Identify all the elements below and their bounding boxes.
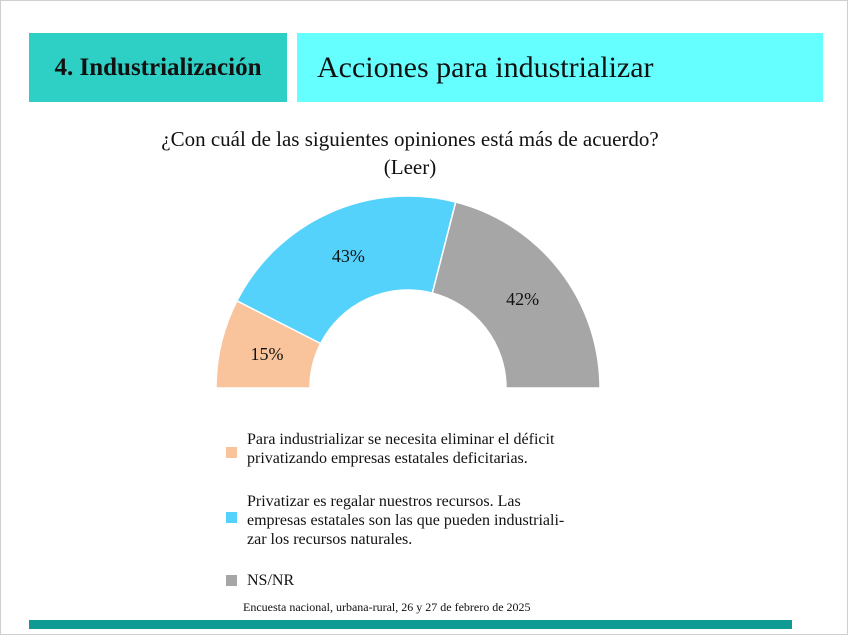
legend-swatch-gray [226, 575, 237, 586]
slide-title: Acciones para industrializar [297, 33, 823, 102]
legend-item-nsnr: NS/NR [226, 571, 607, 590]
slice-value-label: 42% [506, 289, 539, 309]
section-label: 4. Industrialización [29, 33, 287, 102]
legend-swatch-peach [226, 447, 237, 458]
legend-label: Privatizar es regalar nuestros recursos.… [247, 492, 607, 549]
slice-value-label: 15% [251, 344, 284, 364]
semi-donut-chart: 15% 43% 42% [215, 195, 601, 389]
slice-value-label: 43% [332, 246, 365, 266]
legend-label: Para industrializar se necesita eliminar… [247, 430, 607, 468]
bottom-bar [29, 620, 792, 629]
legend-line: zar los recursos naturales. [247, 531, 413, 548]
legend-line: empresas estatales son las que pueden in… [247, 512, 565, 529]
legend-item-state-companies: Privatizar es regalar nuestros recursos.… [226, 492, 607, 549]
survey-question: ¿Con cuál de las siguientes opiniones es… [161, 127, 659, 179]
slice-state-companies [235, 195, 457, 345]
legend-line: NS/NR [247, 572, 295, 589]
legend-line: privatizando empresas estatales deficita… [247, 450, 528, 467]
section-label-text: 4. Industrialización [54, 53, 262, 81]
legend-line: Privatizar es regalar nuestros recursos.… [247, 493, 521, 510]
legend-item-privatize: Para industrializar se necesita eliminar… [226, 430, 607, 468]
slide-title-text: Acciones para industrializar [317, 50, 654, 84]
legend-swatch-blue [226, 512, 237, 523]
slice-nsnr [431, 201, 601, 389]
legend-label: NS/NR [247, 571, 607, 590]
survey-footnote: Encuesta nacional, urbana-rural, 26 y 27… [243, 600, 531, 614]
legend-line: Para industrializar se necesita eliminar… [247, 431, 555, 448]
